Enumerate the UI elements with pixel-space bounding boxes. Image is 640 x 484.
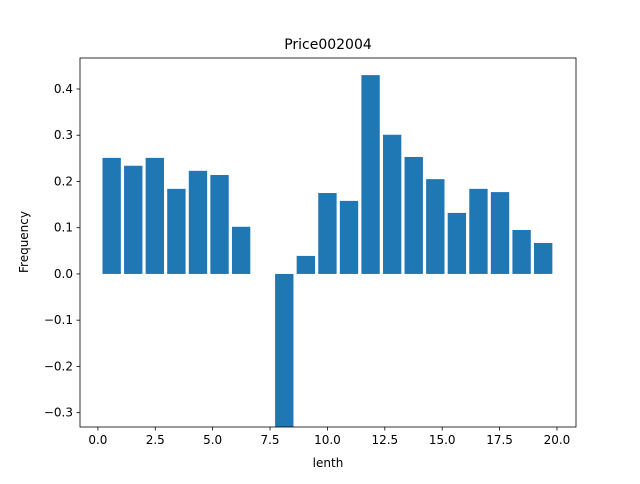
bar [102,157,121,274]
x-tick-label: 12.5 [371,433,398,447]
y-tick-label: 0.3 [54,128,73,142]
y-tick-label: 0.1 [54,221,73,235]
x-tick-label: 2.5 [146,433,165,447]
bar [145,157,165,274]
x-tick-label: 0.0 [88,433,107,447]
x-tick-label: 5.0 [203,433,222,447]
bar [275,273,294,427]
bar [339,200,359,274]
plot-area [102,75,553,427]
bar [296,255,316,274]
bar [426,179,445,274]
bar [469,188,488,274]
bar [318,193,337,274]
bar [167,188,186,274]
bar [124,165,143,274]
bar [382,134,402,274]
y-tick-label: 0.0 [54,267,73,281]
bar [361,75,380,274]
bar [490,192,510,274]
x-tick-label: 20.0 [544,433,571,447]
bar [404,156,423,274]
bar [512,230,531,274]
axes-frame [79,57,577,428]
bar [210,174,229,274]
x-tick-label: 7.5 [260,433,279,447]
bar [447,212,467,274]
y-tick-label: −0.3 [44,406,73,420]
x-tick-label: 17.5 [486,433,513,447]
bar [231,226,251,274]
y-tick-label: 0.2 [54,174,73,188]
y-tick-label: −0.2 [44,359,73,373]
chart-title: Price002004 [284,37,372,53]
y-axis-label: Frequency [17,211,31,273]
y-tick-label: −0.1 [44,313,73,327]
x-tick-label: 10.0 [314,433,341,447]
y-tick-label: 0.4 [54,82,73,96]
bar [533,242,553,274]
x-tick-label: 15.0 [429,433,456,447]
bar [188,170,208,274]
x-axis-label: lenth [313,456,344,470]
